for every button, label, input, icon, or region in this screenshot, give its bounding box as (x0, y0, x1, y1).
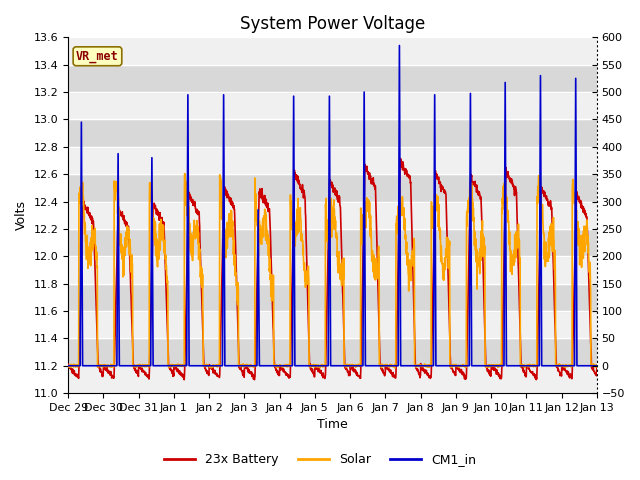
Bar (68, 65, 596, 92)
23x Battery (561, 368, 569, 373)
Solar (391, 365, 399, 371)
Legend: 23x Battery, Solar, CM1_in: 23x Battery, Solar, CM1_in (159, 448, 481, 471)
Bar (68, 366, 596, 393)
Solar (547, 238, 554, 244)
X-axis label: Time: Time (317, 419, 348, 432)
23x Battery (547, 198, 554, 204)
Solar (486, 363, 494, 369)
Text: VR_met: VR_met (76, 50, 119, 63)
Bar (68, 338, 596, 366)
Line: Solar: Solar (68, 174, 596, 368)
Bar (68, 37, 596, 65)
Solar (593, 362, 600, 368)
Solar (359, 220, 367, 226)
Bar (68, 92, 596, 120)
CM1_in (593, 363, 600, 369)
CM1_in (561, 363, 569, 369)
Bar (68, 256, 596, 284)
CM1_in (359, 363, 367, 369)
Solar (348, 362, 355, 368)
Bar (68, 202, 596, 229)
23x Battery (180, 377, 188, 383)
23x Battery (359, 250, 367, 256)
CM1_in (547, 363, 554, 369)
Solar (64, 363, 72, 369)
Bar (68, 120, 596, 147)
Line: CM1_in: CM1_in (68, 46, 596, 366)
CM1_in (396, 43, 403, 48)
Solar (212, 363, 220, 369)
Title: System Power Voltage: System Power Voltage (240, 15, 425, 33)
CM1_in (348, 363, 355, 369)
Y-axis label: Volts: Volts (15, 200, 28, 230)
Bar (68, 174, 596, 202)
Line: 23x Battery: 23x Battery (68, 159, 596, 380)
23x Battery (397, 156, 404, 162)
23x Battery (64, 361, 72, 367)
23x Battery (212, 371, 220, 376)
Bar (68, 311, 596, 338)
Solar (561, 363, 569, 369)
CM1_in (212, 363, 220, 369)
Bar (68, 284, 596, 311)
23x Battery (348, 365, 355, 371)
Bar (68, 147, 596, 174)
Bar (68, 229, 596, 256)
23x Battery (486, 371, 494, 377)
23x Battery (593, 363, 600, 369)
Solar (181, 171, 189, 177)
CM1_in (64, 363, 72, 369)
CM1_in (486, 363, 494, 369)
